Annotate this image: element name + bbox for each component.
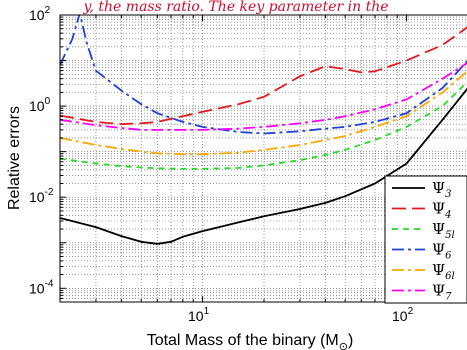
- y-tick-label: 10-2: [29, 187, 54, 205]
- series-line-psi-4: [60, 26, 467, 126]
- x-axis-label-sub: ⊙: [339, 341, 348, 350]
- legend-label-psi-6: Ψ6: [432, 241, 452, 262]
- tick-labels: 101 102 10-4 10-2 100 102: [29, 5, 414, 324]
- y-tick-label: 102: [29, 5, 51, 23]
- legend-label-psi-4: Ψ4: [432, 200, 452, 221]
- x-axis-label-main: Total Mass of the binary (M: [147, 332, 339, 349]
- y-tick-label: 10-4: [29, 278, 54, 296]
- legend-label-psi-7: Ψ7: [432, 282, 452, 303]
- legend-label-psi-5l: Ψ5l: [432, 220, 455, 241]
- series-line-psi-6l: [60, 70, 467, 156]
- legend-box: [384, 175, 467, 304]
- series-line-psi-6: [60, 15, 467, 135]
- y-axis-label: Relative errors: [6, 106, 23, 210]
- x-axis-label-close: ): [348, 332, 353, 349]
- x-tick-label: 101: [188, 306, 210, 324]
- series-line-psi-7: [60, 62, 467, 131]
- chart-title: y, the mass ratio. The key parameter in …: [82, 0, 388, 15]
- series-line-psi-5l: [60, 81, 467, 170]
- legend-label-psi-6l: Ψ6l: [432, 261, 455, 282]
- x-axis-label: Total Mass of the binary (M⊙): [147, 332, 354, 350]
- legend-label-psi-3: Ψ3: [432, 179, 452, 200]
- y-tick-label: 100: [29, 96, 51, 114]
- x-tick-label: 102: [392, 306, 414, 324]
